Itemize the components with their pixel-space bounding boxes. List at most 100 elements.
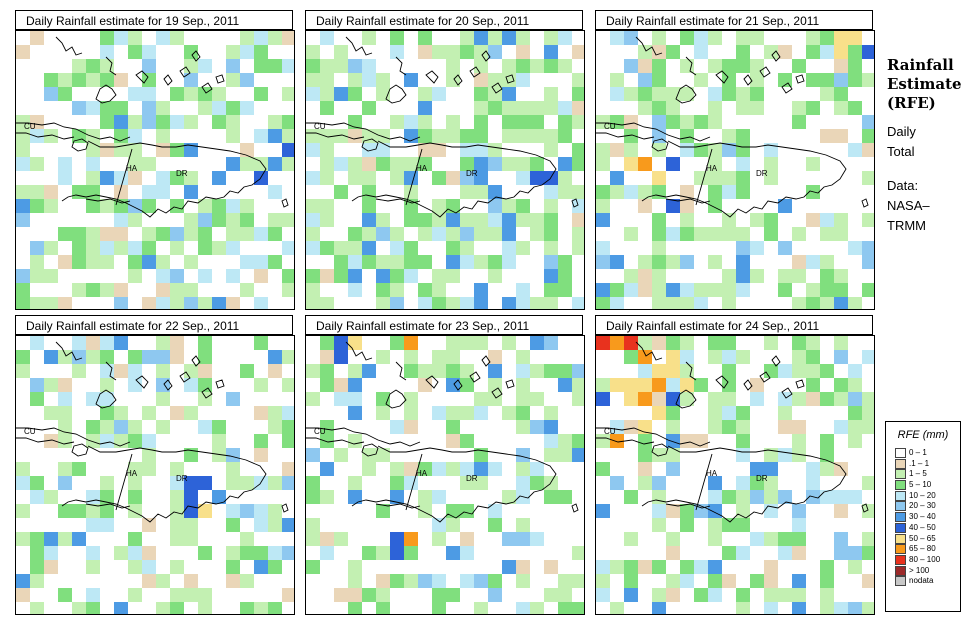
coastline [641, 445, 847, 523]
rainfall-cell [820, 490, 834, 504]
rainfall-cell [432, 171, 446, 185]
rainfall-cell [282, 157, 294, 171]
rainfall-cell [128, 269, 142, 283]
rainfall-cell [268, 115, 282, 129]
rainfall-cell [624, 269, 638, 283]
rainfall-cell [198, 336, 212, 350]
rainfall-cell [268, 546, 282, 560]
rainfall-cell [282, 476, 294, 490]
rainfall-cell [72, 59, 86, 73]
rainfall-cell [596, 213, 610, 227]
rainfall-cell [572, 378, 584, 392]
rainfall-cell [128, 171, 142, 185]
rainfall-cell [638, 73, 652, 87]
rainfall-cell [100, 336, 114, 350]
panel-title: Daily Rainfall estimate for 22 Sep., 201… [15, 315, 293, 335]
rainfall-cell [226, 462, 240, 476]
rainfall-cell [170, 490, 184, 504]
rainfall-cell [572, 227, 584, 241]
rainfall-cell [666, 364, 680, 378]
rainfall-cell [558, 378, 572, 392]
rainfall-cell [666, 420, 680, 434]
coastline [596, 122, 711, 142]
rainfall-cell [334, 378, 348, 392]
rainfall-cell [544, 406, 558, 420]
rainfall-cell [806, 283, 820, 297]
rainfall-cell [572, 87, 584, 101]
rainfall-cell [736, 185, 750, 199]
rainfall-cell [834, 129, 848, 143]
rainfall-cell [348, 73, 362, 87]
rainfall-cell [792, 227, 806, 241]
rainfall-cell [764, 490, 778, 504]
rainfall-cell [348, 129, 362, 143]
rainfall-cell [86, 560, 100, 574]
rainfall-cell [100, 143, 114, 157]
rainfall-cell [334, 157, 348, 171]
rainfall-cell [544, 364, 558, 378]
rainfall-cell [596, 504, 610, 518]
rainfall-cell [862, 476, 874, 490]
country-label-haiti: HA [126, 469, 138, 478]
rainfall-cell [58, 434, 72, 448]
rainfall-cell [708, 101, 722, 115]
rainfall-cell [432, 213, 446, 227]
legend-swatch [895, 576, 906, 587]
rainfall-cell [254, 31, 268, 45]
rainfall-cell [198, 269, 212, 283]
rainfall-cell [268, 213, 282, 227]
coastline [453, 74, 463, 86]
rainfall-cell [128, 213, 142, 227]
rainfall-cell [680, 560, 694, 574]
rainfall-cell [86, 255, 100, 269]
rainfall-cell [488, 227, 502, 241]
rainfall-cell [306, 143, 320, 157]
legend-label: > 100 [909, 565, 930, 575]
rainfall-cell [652, 448, 666, 462]
rainfall-cell [764, 336, 778, 350]
coastline [55, 341, 83, 361]
rainfall-cell [72, 255, 86, 269]
rainfall-cell [30, 574, 44, 588]
rainfall-cell [652, 31, 666, 45]
rainfall-cell [306, 283, 320, 297]
rainfall-cell [282, 546, 294, 560]
rainfall-cell [460, 297, 474, 309]
rainfall-cell [306, 241, 320, 255]
rainfall-cell [474, 476, 488, 490]
rainfall-cell [516, 171, 530, 185]
rainfall-cell [114, 101, 128, 115]
rainfall-cell [708, 336, 722, 350]
rainfall-cell [572, 392, 584, 406]
rainfall-cell [722, 546, 736, 560]
rainfall-cell [226, 115, 240, 129]
rainfall-cell [530, 462, 544, 476]
rainfall-cell [694, 588, 708, 602]
rainfall-cell [184, 185, 198, 199]
rainfall-cell [652, 241, 666, 255]
rainfall-cell [610, 560, 624, 574]
rainfall-cell [418, 297, 432, 309]
rainfall-cell [184, 87, 198, 101]
rainfall-cell [502, 406, 516, 420]
rainfall-cell [114, 364, 128, 378]
rainfall-cell [226, 227, 240, 241]
rainfall-cell [516, 476, 530, 490]
rainfall-cell [666, 157, 680, 171]
rainfall-cell [226, 213, 240, 227]
rainfall-cell [226, 59, 240, 73]
rainfall-cell [86, 518, 100, 532]
rainfall-cell [530, 213, 544, 227]
rainfall-cell [610, 115, 624, 129]
rainfall-cell [226, 199, 240, 213]
rainfall-cell [792, 297, 806, 309]
rainfall-cell [198, 504, 212, 518]
rainfall-cell [848, 297, 862, 309]
rainfall-cell [778, 269, 792, 283]
rainfall-cell [240, 227, 254, 241]
rainfall-cell [446, 588, 460, 602]
rainfall-cell [764, 171, 778, 185]
rainfall-cell [86, 546, 100, 560]
rainfall-cell [170, 406, 184, 420]
rainfall-cell [502, 59, 516, 73]
